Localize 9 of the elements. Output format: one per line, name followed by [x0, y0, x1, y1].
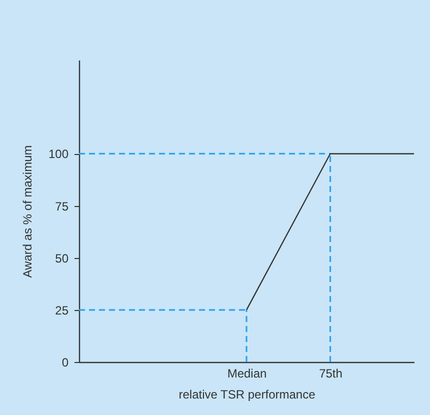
x-axis-title: relative TSR performance [178, 388, 316, 402]
y-tick-label: 50 [55, 251, 69, 266]
y-tick-label: 25 [55, 303, 69, 318]
y-axis-title: Award as % of maximum [20, 145, 34, 278]
x-tick-label: 75th [319, 366, 342, 380]
y-tick-label: 75 [55, 199, 69, 214]
y-tick-label: 100 [48, 147, 69, 162]
y-tick-label: 0 [62, 356, 69, 370]
x-tick-label: Median [227, 366, 267, 380]
